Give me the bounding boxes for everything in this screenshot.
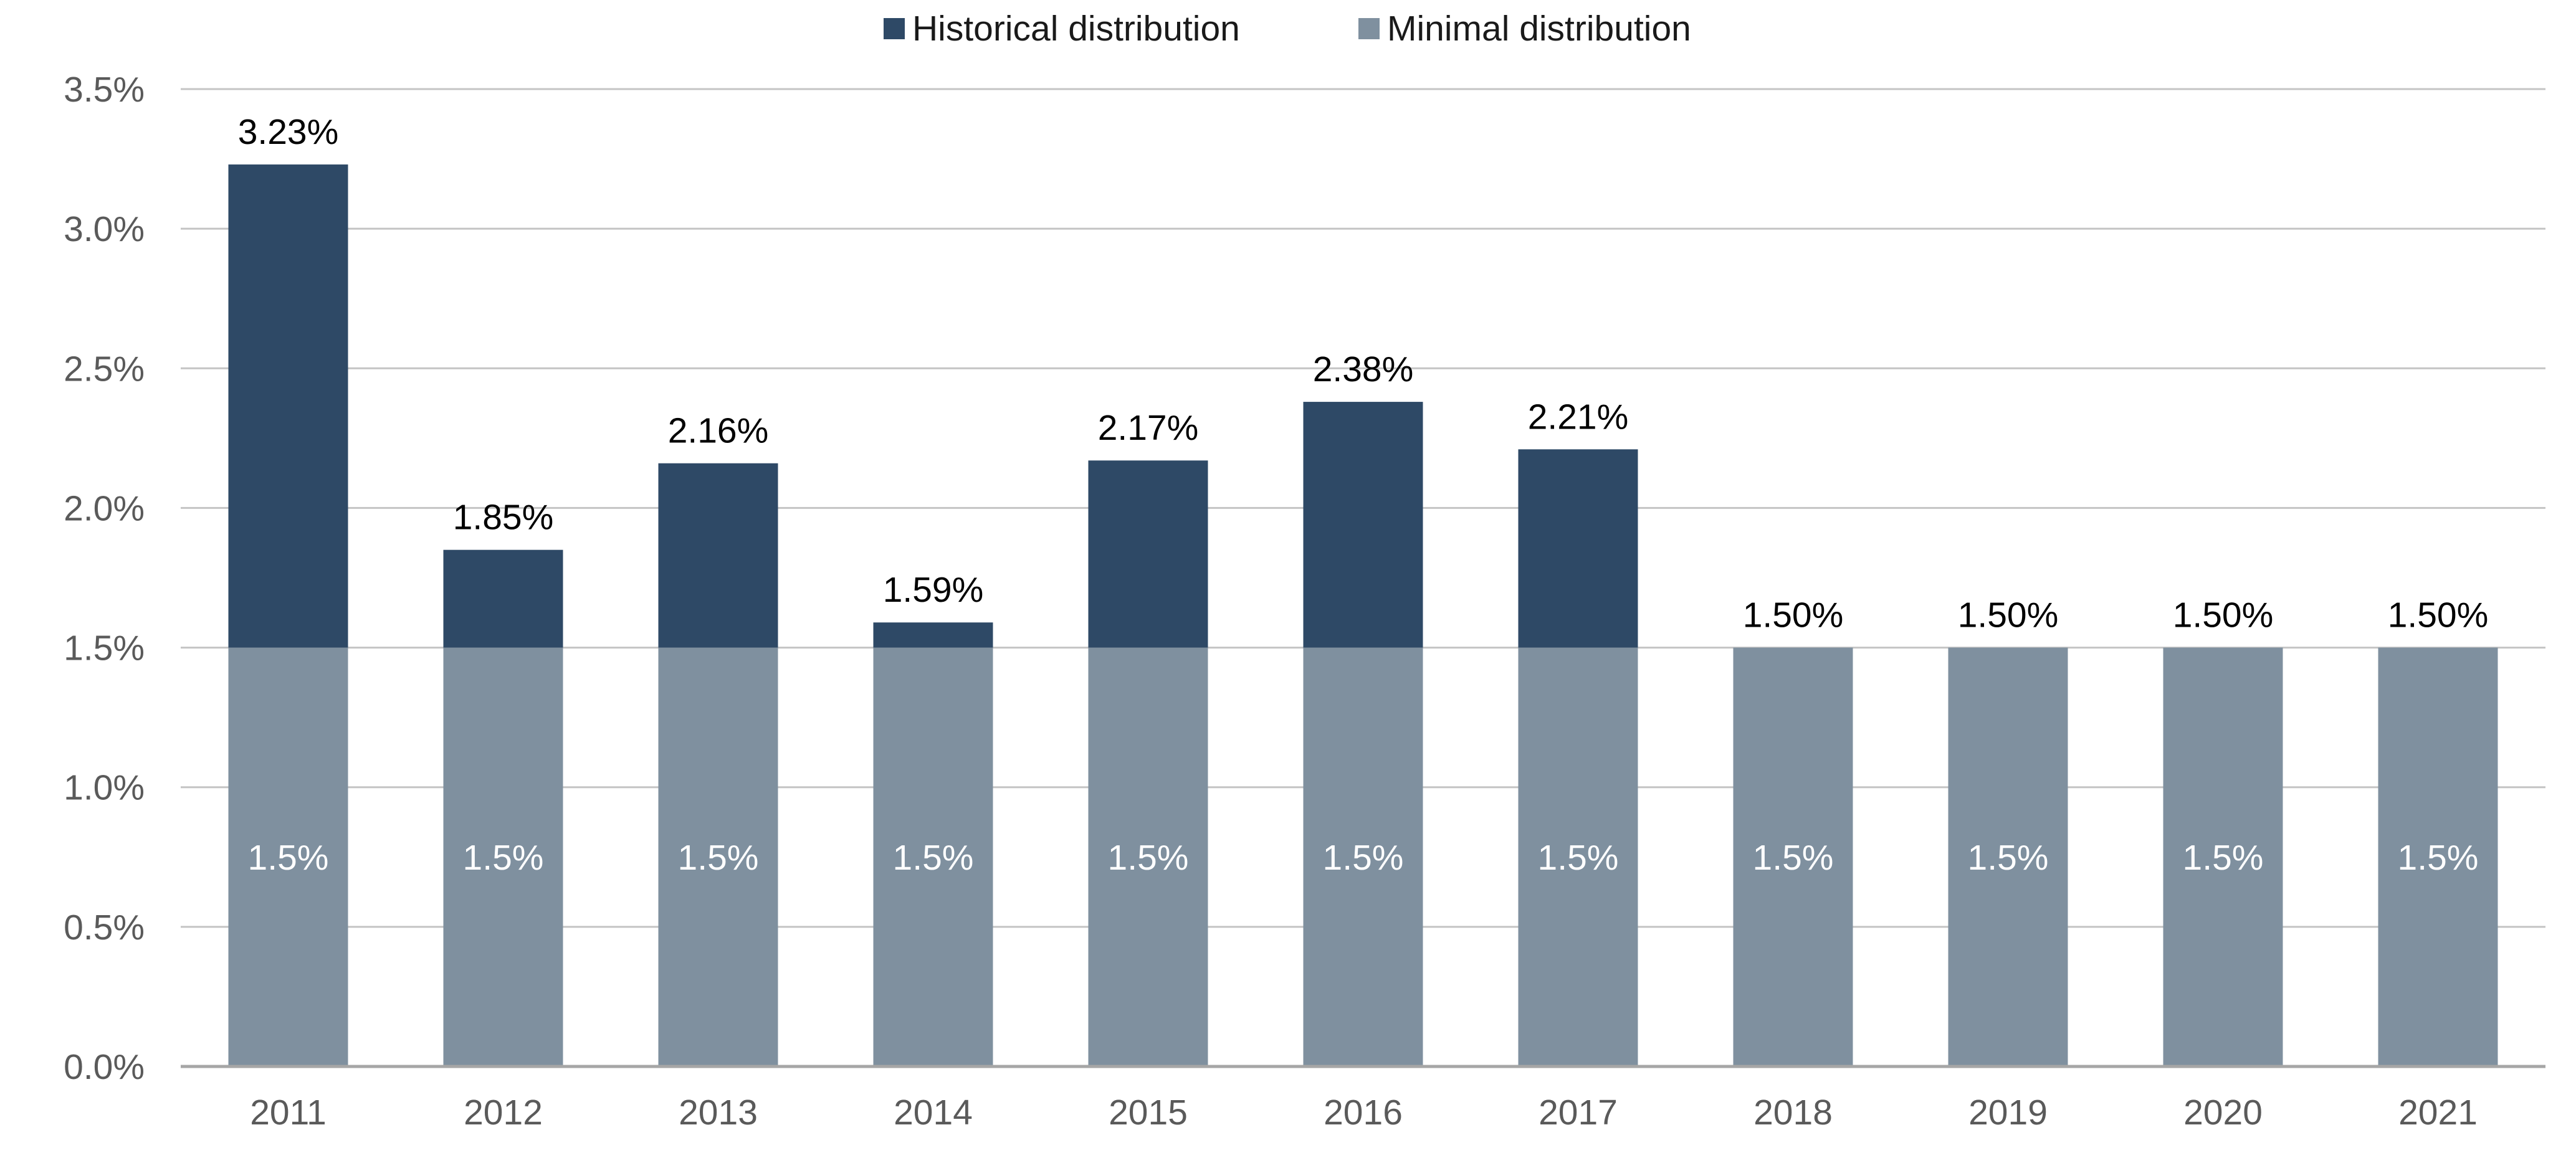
total-data-label: 2.38% <box>1313 349 1414 389</box>
bar-historical-distribution <box>228 164 348 648</box>
bar-minimal-distribution <box>443 647 563 1066</box>
legend-label: Minimal distribution <box>1387 9 1691 49</box>
x-axis: 2011 2012 2013 2014 2015 2016 2017 2018 2019 2020… <box>181 1065 2545 1133</box>
bar-minimal-distribution <box>1518 647 1638 1066</box>
bar-minimal-distribution <box>873 647 993 1066</box>
legend-swatch-minimal <box>1358 18 1380 39</box>
base-data-label: 1.5% <box>2183 838 2264 878</box>
x-tick-label: 2018 <box>1753 1093 1833 1133</box>
y-tick-label: 1.5% <box>64 629 145 668</box>
legend-swatch-historical <box>884 18 905 39</box>
base-data-label: 1.5% <box>1753 838 1834 878</box>
y-tick-label: 3.0% <box>64 209 145 249</box>
total-data-label: 1.59% <box>883 570 984 610</box>
base-data-label: 1.5% <box>1968 838 2049 878</box>
bar-minimal-distribution <box>2163 647 2283 1066</box>
y-tick-label: 2.0% <box>64 488 145 528</box>
total-data-label: 1.85% <box>453 498 554 538</box>
x-tick-label: 2016 <box>1324 1093 1403 1133</box>
x-tick-label: 2021 <box>2398 1093 2478 1133</box>
y-tick-label: 0.5% <box>64 908 145 947</box>
total-data-label: 1.50% <box>2388 596 2489 635</box>
x-tick-label: 2020 <box>2183 1093 2263 1133</box>
bars: 1.5% 3.23% 1.5% 1.85% 1.5% 2.16% 1.5% 1.59% 1.5%… <box>228 112 2498 1066</box>
base-data-label: 1.5% <box>1108 838 1189 878</box>
y-tick-label: 0.0% <box>64 1047 145 1087</box>
bar-historical-distribution <box>1518 449 1638 648</box>
total-data-label: 2.21% <box>1528 397 1629 437</box>
bar-minimal-distribution <box>2378 647 2498 1066</box>
total-data-label: 3.23% <box>238 112 339 152</box>
bar-minimal-distribution <box>1088 647 1208 1066</box>
y-tick-label: 1.0% <box>64 768 145 808</box>
base-data-label: 1.5% <box>2398 838 2479 878</box>
bar-minimal-distribution <box>1948 647 2068 1066</box>
base-data-label: 1.5% <box>1323 838 1404 878</box>
legend: Historical distribution Minimal distribut… <box>884 9 1691 49</box>
x-tick-label: 2011 <box>250 1093 327 1133</box>
base-data-label: 1.5% <box>678 838 759 878</box>
y-tick-label: 2.5% <box>64 349 145 389</box>
bar-historical-distribution <box>873 622 993 648</box>
total-data-label: 1.50% <box>1743 596 1844 635</box>
x-tick-label: 2014 <box>894 1093 973 1133</box>
base-data-label: 1.5% <box>893 838 974 878</box>
bar-historical-distribution <box>443 549 563 648</box>
legend-label: Historical distribution <box>912 9 1240 49</box>
base-data-label: 1.5% <box>463 838 544 878</box>
bar-minimal-distribution <box>228 647 348 1066</box>
bar-minimal-distribution <box>1733 647 1853 1066</box>
x-tick-label: 2013 <box>679 1093 758 1133</box>
x-tick-label: 2015 <box>1109 1093 1188 1133</box>
x-tick-label: 2012 <box>464 1093 543 1133</box>
base-data-label: 1.5% <box>1538 838 1619 878</box>
bar-minimal-distribution <box>1303 647 1423 1066</box>
x-tick-label: 2017 <box>1538 1093 1618 1133</box>
x-tick-label: 2019 <box>1968 1093 2048 1133</box>
base-data-label: 1.5% <box>248 838 329 878</box>
y-tick-label: 3.5% <box>64 70 145 110</box>
bar-minimal-distribution <box>658 647 778 1066</box>
y-axis: 0.0% 0.5% 1.0% 1.5% 2.0% 2.5% 3.0% 3.5% <box>64 70 145 1087</box>
bar-historical-distribution <box>1088 460 1208 648</box>
total-data-label: 1.50% <box>1958 596 2059 635</box>
total-data-label: 2.16% <box>668 411 769 451</box>
total-data-label: 1.50% <box>2173 596 2274 635</box>
total-data-label: 2.17% <box>1098 408 1199 448</box>
bar-historical-distribution <box>658 463 778 648</box>
bar-historical-distribution <box>1303 402 1423 648</box>
